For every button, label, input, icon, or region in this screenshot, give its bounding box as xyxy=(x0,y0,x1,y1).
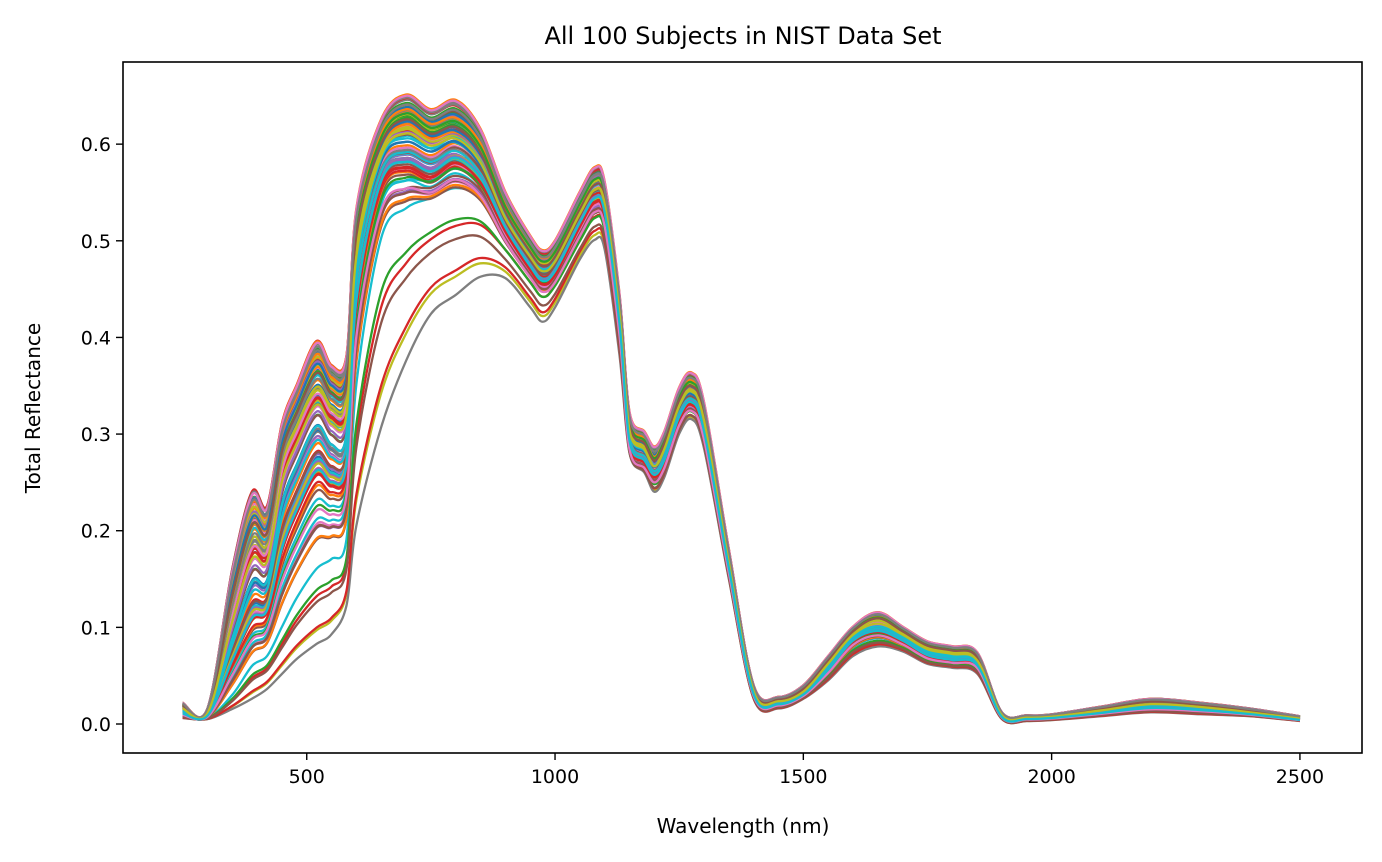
series-lines xyxy=(181,93,1301,725)
y-tick-label: 0.1 xyxy=(81,617,111,639)
x-tick-label: 2500 xyxy=(1276,766,1324,788)
y-tick-label: 0.6 xyxy=(81,134,111,156)
subject-line xyxy=(182,178,1301,724)
x-tick-label: 500 xyxy=(289,766,325,788)
y-axis-title: Total Reflectance xyxy=(21,323,45,494)
plot-frame xyxy=(122,61,1363,754)
x-axis-title: Wavelength (nm) xyxy=(657,814,830,838)
y-tick-label: 0.0 xyxy=(81,714,111,736)
y-tick-label: 0.3 xyxy=(81,424,111,446)
x-tick-label: 1500 xyxy=(779,766,827,788)
y-axis: 0.0 0.1 0.2 0.3 0.4 0.5 0.6 xyxy=(81,134,123,736)
x-tick-label: 1000 xyxy=(531,766,579,788)
x-tick-label: 2000 xyxy=(1027,766,1075,788)
subject-line xyxy=(182,132,1301,722)
y-tick-label: 0.2 xyxy=(81,521,111,543)
chart-title: All 100 Subjects in NIST Data Set xyxy=(544,22,941,50)
x-axis: 500 1000 1500 2000 2500 xyxy=(289,753,1324,788)
subject-line xyxy=(181,103,1301,720)
subject-line xyxy=(182,156,1301,723)
y-tick-label: 0.4 xyxy=(81,327,111,349)
y-tick-label: 0.5 xyxy=(81,231,111,253)
